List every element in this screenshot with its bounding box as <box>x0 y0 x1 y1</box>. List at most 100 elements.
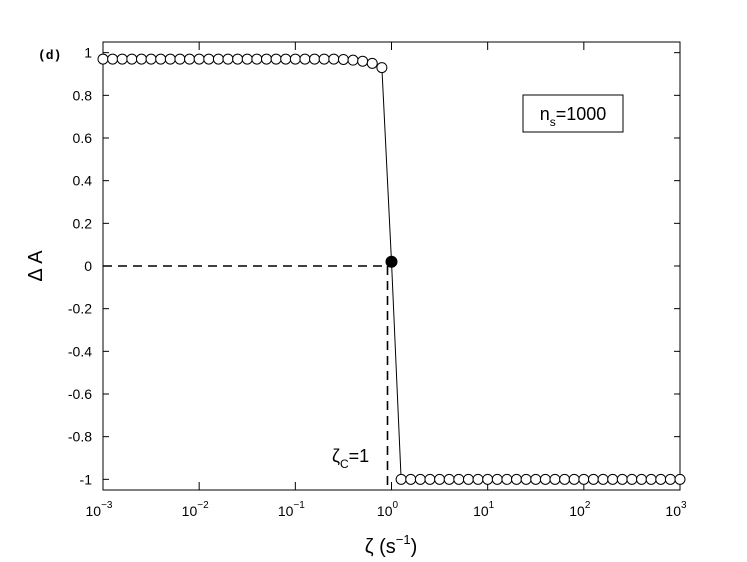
legend-text-sub: s <box>550 115 556 129</box>
x-tick-label: 102 <box>569 500 591 519</box>
marker <box>241 53 253 65</box>
y-tick-label: -0.4 <box>68 343 92 359</box>
x-tick-exponent: 3 <box>681 500 687 511</box>
critical-label-text: ζ <box>332 446 340 466</box>
marker <box>366 57 378 69</box>
marker <box>520 473 532 485</box>
marker <box>97 53 109 65</box>
marker <box>299 53 311 65</box>
marker <box>587 473 599 485</box>
panel-label: (d) <box>38 48 61 63</box>
marker <box>309 53 321 65</box>
marker <box>126 53 138 65</box>
marker <box>549 473 561 485</box>
marker <box>251 53 263 65</box>
x-label-text: ) <box>411 536 418 558</box>
marker <box>184 53 196 65</box>
x-tick-exponent: −2 <box>197 500 209 511</box>
marker <box>232 53 244 65</box>
marker <box>568 473 580 485</box>
x-label-text: ζ (s <box>365 536 396 558</box>
marker <box>260 53 272 65</box>
y-tick-label: -0.8 <box>68 429 92 445</box>
y-tick-label: 0.8 <box>73 87 93 103</box>
x-tick-base: 10 <box>473 503 489 519</box>
marker <box>491 473 503 485</box>
x-tick-label: 101 <box>473 500 495 519</box>
marker <box>424 473 436 485</box>
marker <box>116 53 128 65</box>
marker <box>482 473 494 485</box>
x-tick-label: 10−3 <box>86 500 113 519</box>
x-label-exponent: −1 <box>396 532 411 547</box>
x-tick-exponent: 0 <box>393 500 399 511</box>
marker <box>193 53 205 65</box>
marker <box>645 473 657 485</box>
marker <box>530 473 542 485</box>
marker <box>212 53 224 65</box>
x-tick-label: 103 <box>665 500 687 519</box>
x-tick-base: 10 <box>377 503 393 519</box>
marker <box>328 53 340 65</box>
x-tick-label: 10−2 <box>182 500 209 519</box>
y-tick-label: 0.6 <box>73 130 93 146</box>
y-tick-label: 0 <box>84 258 92 274</box>
marker <box>664 473 676 485</box>
y-tick-label: 1 <box>84 45 92 61</box>
marker <box>539 473 551 485</box>
marker <box>616 473 628 485</box>
marker <box>501 473 513 485</box>
marker <box>280 53 292 65</box>
x-tick-exponent: 1 <box>489 500 495 511</box>
marker <box>511 473 523 485</box>
x-tick-base: 10 <box>665 503 681 519</box>
marker <box>347 54 359 66</box>
marker <box>453 473 465 485</box>
y-axis-label: Δ A <box>25 250 47 282</box>
marker <box>674 473 686 485</box>
marker <box>155 53 167 65</box>
legend-text-part: =1000 <box>556 104 607 124</box>
marker <box>655 473 667 485</box>
marker <box>626 473 638 485</box>
marker <box>357 55 369 67</box>
x-axis-label: ζ (s−1) <box>365 532 418 558</box>
x-tick-exponent: 2 <box>585 500 591 511</box>
critical-label: ζC=1 <box>332 446 369 471</box>
marker <box>318 53 330 65</box>
marker <box>472 473 484 485</box>
x-tick-label: 10−1 <box>278 500 305 519</box>
x-tick-label: 100 <box>377 500 399 519</box>
marker <box>462 473 474 485</box>
marker <box>597 473 609 485</box>
x-tick-base: 10 <box>182 503 198 519</box>
marker <box>434 473 446 485</box>
marker <box>164 53 176 65</box>
x-tick-base: 10 <box>86 503 102 519</box>
y-tick-label: -0.6 <box>68 386 92 402</box>
marker <box>636 473 648 485</box>
marker <box>135 53 147 65</box>
y-tick-label: -1 <box>80 471 93 487</box>
marker <box>337 53 349 65</box>
legend-text-part: n <box>540 104 550 124</box>
marker <box>405 473 417 485</box>
critical-label-text: =1 <box>349 446 370 466</box>
marker <box>107 53 119 65</box>
x-tick-base: 10 <box>278 503 294 519</box>
y-tick-label: -0.2 <box>68 301 92 317</box>
x-tick-exponent: −3 <box>101 500 113 511</box>
marker <box>414 473 426 485</box>
legend-text: ns=1000 <box>540 104 607 129</box>
x-tick-exponent: −1 <box>293 500 305 511</box>
legend-box <box>522 94 624 133</box>
marker <box>443 473 455 485</box>
critical-marker <box>385 255 398 268</box>
marker <box>607 473 619 485</box>
marker <box>395 473 407 485</box>
critical-label-sub: C <box>340 457 349 471</box>
marker <box>376 62 388 74</box>
y-tick-label: 0.2 <box>73 215 93 231</box>
marker <box>270 53 282 65</box>
